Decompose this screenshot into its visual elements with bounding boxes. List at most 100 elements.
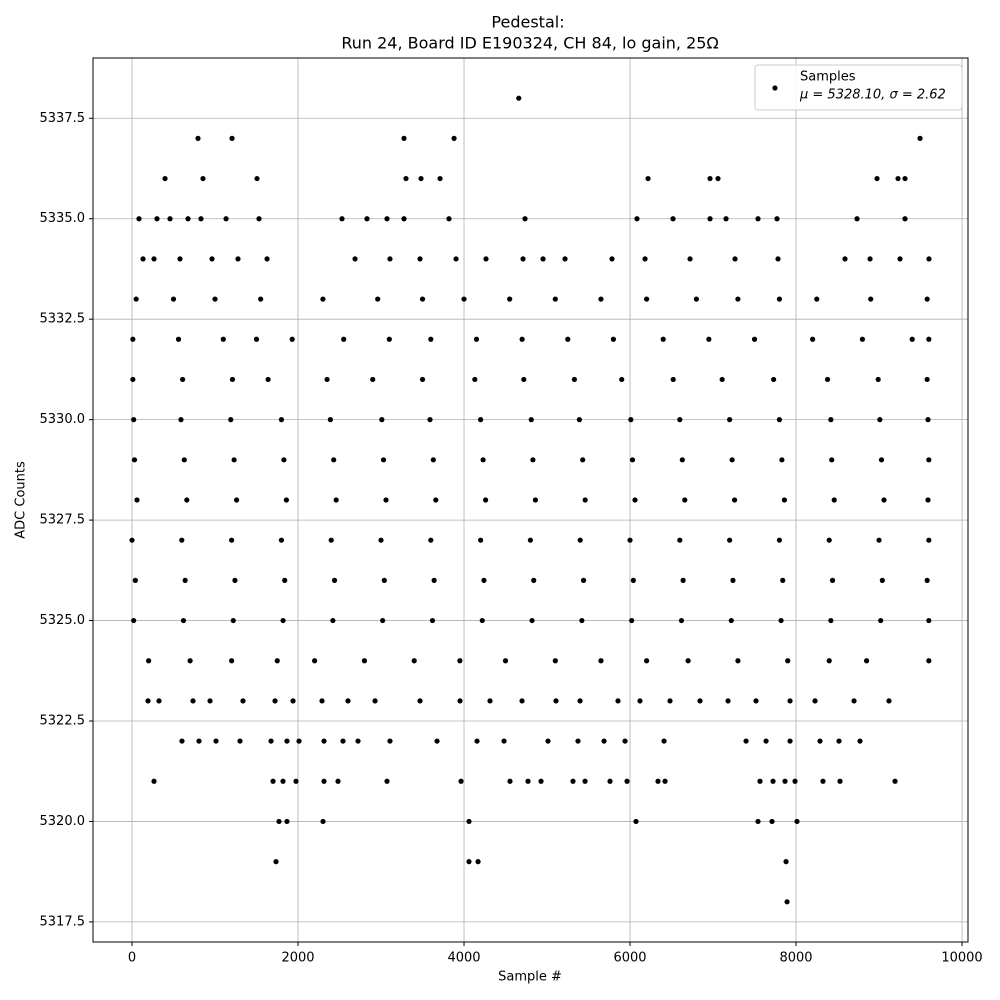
data-point: [565, 336, 571, 342]
data-point: [278, 537, 285, 543]
data-point: [577, 698, 583, 704]
grid: [93, 58, 968, 942]
data-point: [863, 658, 870, 664]
data-point: [859, 336, 866, 342]
data-point: [231, 457, 237, 463]
data-point: [379, 417, 385, 423]
data-point: [481, 577, 487, 583]
data-point: [253, 336, 260, 342]
data-point: [207, 698, 213, 704]
data-point: [151, 778, 157, 784]
data-point: [487, 698, 493, 704]
data-point: [630, 577, 636, 583]
data-point: [902, 216, 908, 222]
data-point: [530, 457, 536, 463]
data-point: [229, 135, 235, 141]
data-point: [879, 577, 885, 583]
data-point: [274, 658, 280, 664]
data-point: [829, 457, 835, 463]
data-point: [677, 537, 683, 543]
data-point: [615, 698, 621, 704]
data-point: [644, 296, 650, 302]
data-point: [437, 175, 443, 182]
data-point: [386, 336, 392, 342]
data-point: [284, 738, 290, 744]
data-point: [826, 537, 832, 543]
y-tick-label: 5327.5: [40, 513, 86, 528]
data-point: [380, 457, 387, 463]
data-point: [232, 577, 238, 583]
data-point: [552, 296, 558, 302]
data-point: [624, 778, 630, 784]
data-point: [167, 216, 173, 222]
data-point: [778, 617, 784, 624]
data-point: [792, 778, 798, 784]
data-point: [136, 216, 142, 222]
data-point: [628, 417, 634, 423]
data-point: [339, 216, 345, 222]
data-point: [457, 658, 463, 664]
data-point: [685, 658, 691, 664]
data-point: [925, 497, 931, 503]
data-point: [417, 698, 423, 704]
data-point: [697, 698, 703, 704]
data-point: [924, 577, 930, 583]
data-point: [256, 216, 262, 222]
data-point: [507, 296, 513, 302]
data-point: [480, 457, 486, 463]
y-axis-label: ADC Counts: [14, 461, 29, 539]
data-point: [401, 216, 407, 222]
data-point: [763, 738, 769, 744]
data-point: [502, 658, 509, 664]
data-point: [418, 175, 424, 182]
data-point: [483, 256, 489, 262]
data-point: [175, 336, 182, 342]
data-point: [327, 417, 333, 423]
data-point: [228, 417, 234, 423]
legend-box: [754, 64, 963, 111]
data-point: [177, 256, 183, 262]
data-point: [902, 175, 908, 182]
data-point: [598, 658, 604, 664]
data-point: [877, 417, 883, 423]
data-point: [895, 175, 901, 182]
legend: Samples μ = 5328.10, σ = 2.62: [754, 64, 963, 111]
data-point: [458, 778, 464, 784]
data-point: [881, 497, 887, 503]
data-point: [328, 537, 334, 543]
data-point: [878, 457, 885, 463]
data-point: [897, 256, 903, 262]
data-point: [195, 135, 201, 141]
data-point: [751, 336, 758, 342]
x-tick-label: 4000: [447, 951, 480, 966]
data-point: [769, 818, 775, 825]
data-point: [461, 296, 467, 302]
data-point: [926, 457, 932, 463]
data-point: [162, 175, 168, 182]
data-point: [170, 296, 177, 302]
data-point: [364, 216, 370, 222]
y-tick-label: 5325.0: [40, 613, 86, 628]
data-point: [820, 778, 826, 784]
data-point: [924, 376, 930, 383]
data-point: [276, 818, 282, 825]
data-point: [433, 497, 439, 503]
data-point: [735, 296, 741, 302]
data-point: [670, 376, 676, 383]
data-point: [770, 778, 776, 784]
data-point: [812, 698, 818, 704]
data-point: [926, 537, 932, 543]
data-point: [785, 658, 791, 664]
data-point: [151, 256, 157, 262]
data-point: [570, 778, 576, 784]
data-point: [645, 175, 651, 182]
data-point: [892, 778, 898, 784]
data-point: [867, 256, 873, 262]
data-point: [268, 738, 274, 744]
data-point: [757, 778, 763, 784]
data-point: [429, 617, 436, 624]
data-point: [133, 296, 139, 302]
data-point: [479, 617, 485, 624]
data-point: [430, 457, 436, 463]
